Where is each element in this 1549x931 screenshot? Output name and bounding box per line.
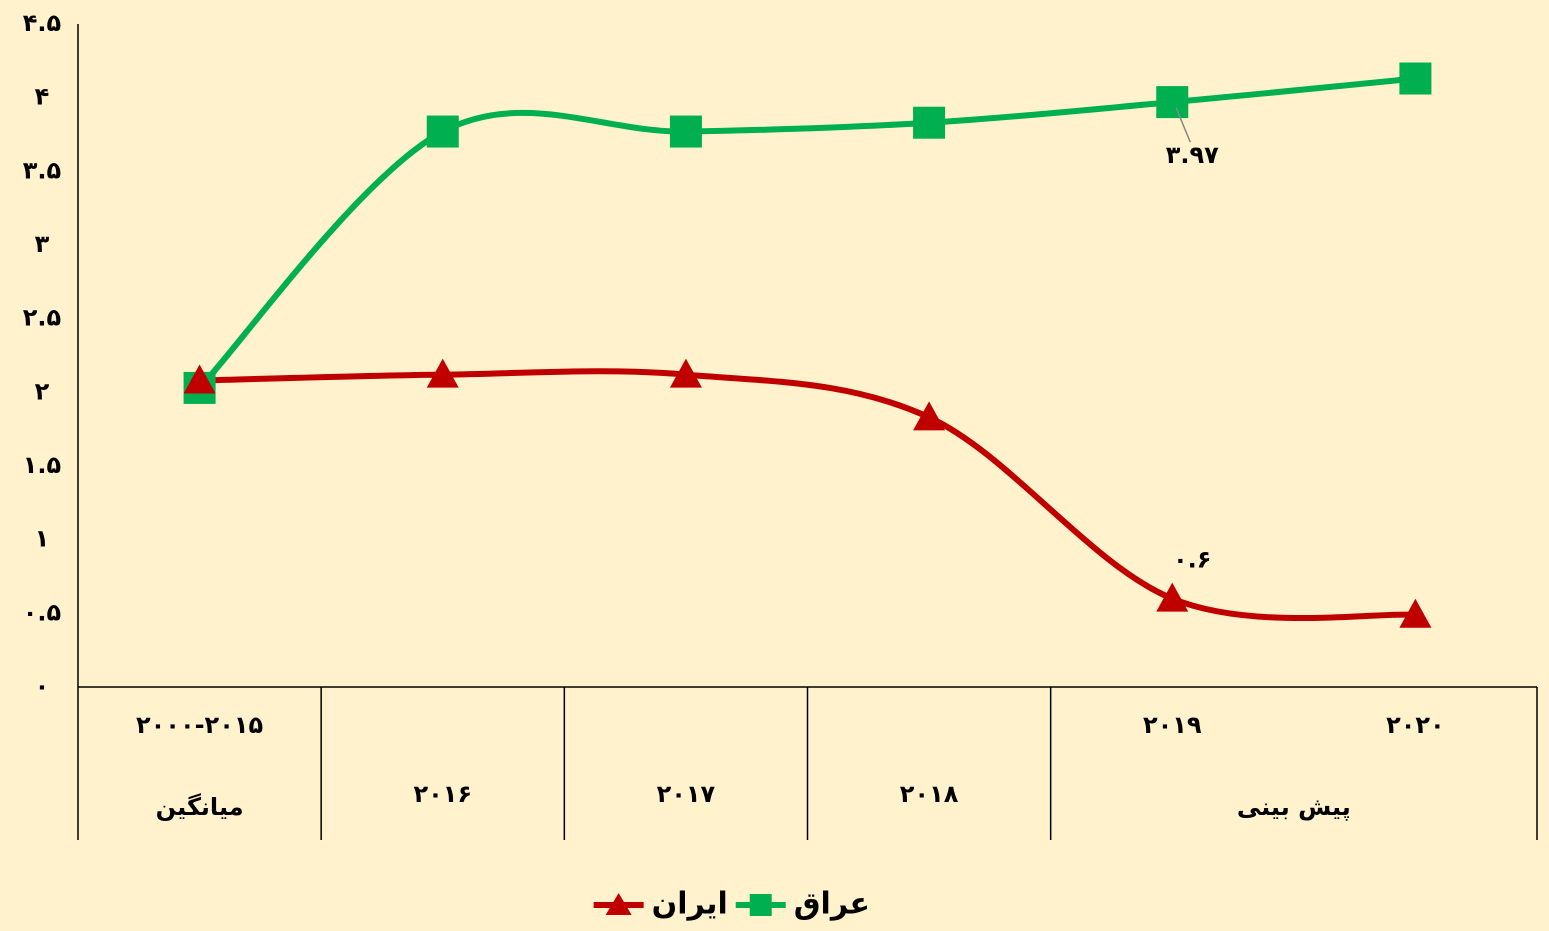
marker: [669, 358, 702, 388]
y-tick-label: ۲.۵: [23, 304, 61, 332]
marker: [913, 106, 946, 139]
y-tick-label: ۲: [35, 377, 50, 405]
x-tick-label: ۲۰۱۸: [900, 780, 959, 808]
marker: [1156, 86, 1189, 119]
marker: [1399, 62, 1432, 95]
y-tick-label: ۳.۵: [23, 156, 61, 184]
y-tick-label: ۰.۵: [23, 598, 61, 626]
x-tick-label: ۲۰۱۹: [1143, 711, 1202, 739]
marker: [426, 358, 459, 388]
legend-marker: [749, 894, 772, 916]
marker: [669, 115, 702, 148]
marker: [426, 115, 459, 148]
marker: [1399, 598, 1432, 628]
y-tick-label: ۳: [35, 230, 50, 258]
category-group-label: پیش بینی: [1237, 793, 1351, 821]
category-group-label: میانگین: [156, 793, 244, 821]
y-tick-label: ۱: [35, 525, 50, 553]
series-line: [197, 75, 1416, 390]
legend-marker: [605, 893, 632, 915]
x-tick-label: ۲۰۲۰: [1386, 711, 1445, 739]
y-tick-label: ۱.۵: [23, 451, 61, 479]
marker: [1156, 582, 1189, 612]
x-tick-label: ۲۰۰۰-۲۰۱۵: [136, 711, 263, 739]
legend-label: ایران: [652, 887, 728, 922]
y-tick-label: ۴: [35, 83, 50, 111]
x-tick-label: ۲۰۱۶: [413, 780, 472, 808]
y-tick-label: ۴.۵: [23, 9, 61, 37]
leader-line: [1175, 107, 1191, 143]
y-tick-label: ۰: [35, 672, 50, 700]
data-label: ۳.۹۷: [1166, 141, 1219, 169]
data-label: ۰.۶: [1173, 546, 1211, 574]
marker: [913, 401, 946, 431]
marker: [183, 364, 216, 394]
series-line: [199, 368, 1416, 622]
legend-label: عراق: [794, 887, 870, 922]
x-tick-label: ۲۰۱۷: [657, 780, 716, 808]
